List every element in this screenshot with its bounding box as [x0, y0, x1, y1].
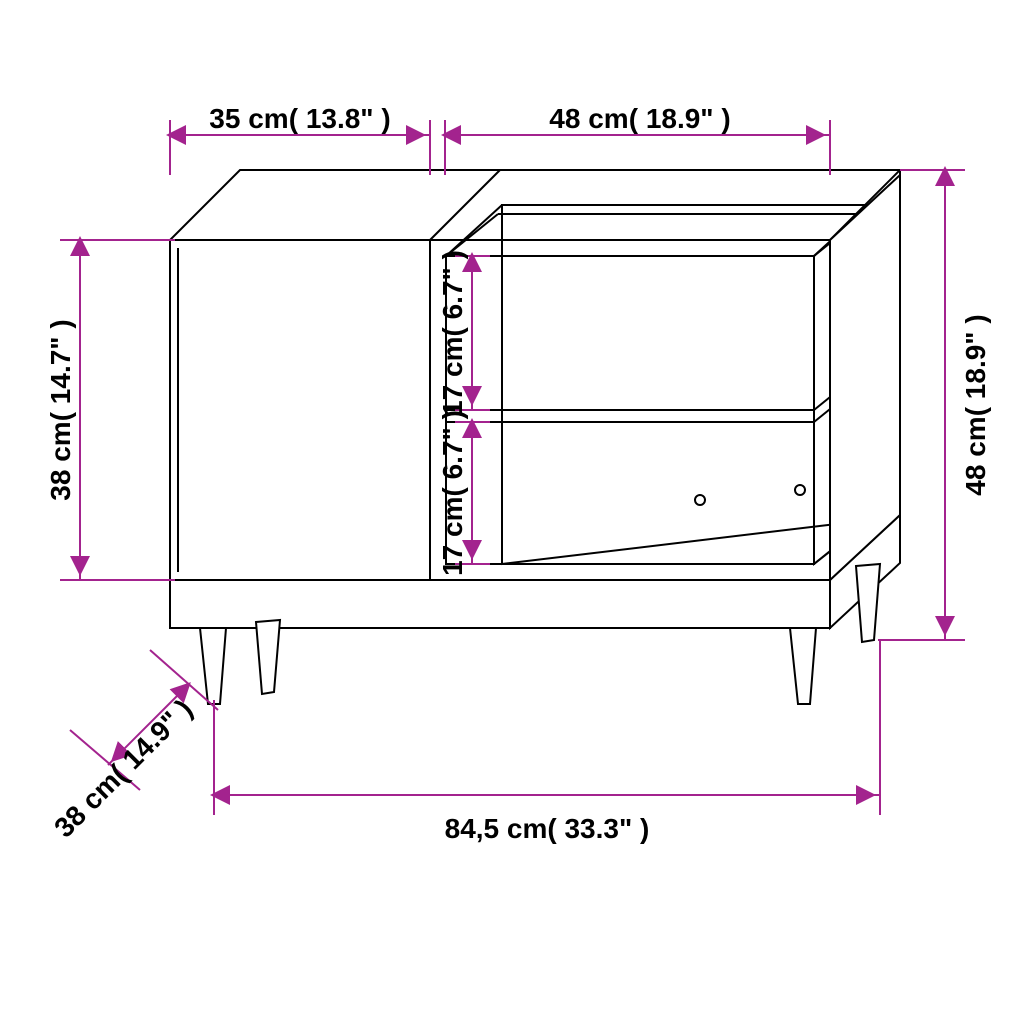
- dim-shelf-upper-label: 17 cm( 6.7" ): [437, 250, 468, 416]
- furniture-drawing: [170, 170, 900, 704]
- dim-left-label: 38 cm( 14.7" ): [45, 319, 76, 500]
- dim-shelf-lower-label: 17 cm( 6.7" ): [437, 410, 468, 576]
- dim-depth-label: 38 cm( 14.9" ): [48, 693, 198, 843]
- dimension-diagram: 35 cm( 13.8" ) 48 cm( 18.9" ) 38 cm( 14.…: [0, 0, 1024, 1024]
- dim-top-left-label: 35 cm( 13.8" ): [209, 103, 390, 134]
- dim-top-right-label: 48 cm( 18.9" ): [549, 103, 730, 134]
- dim-right-label: 48 cm( 18.9" ): [960, 314, 991, 495]
- dim-bottom-width-label: 84,5 cm( 33.3" ): [445, 813, 650, 844]
